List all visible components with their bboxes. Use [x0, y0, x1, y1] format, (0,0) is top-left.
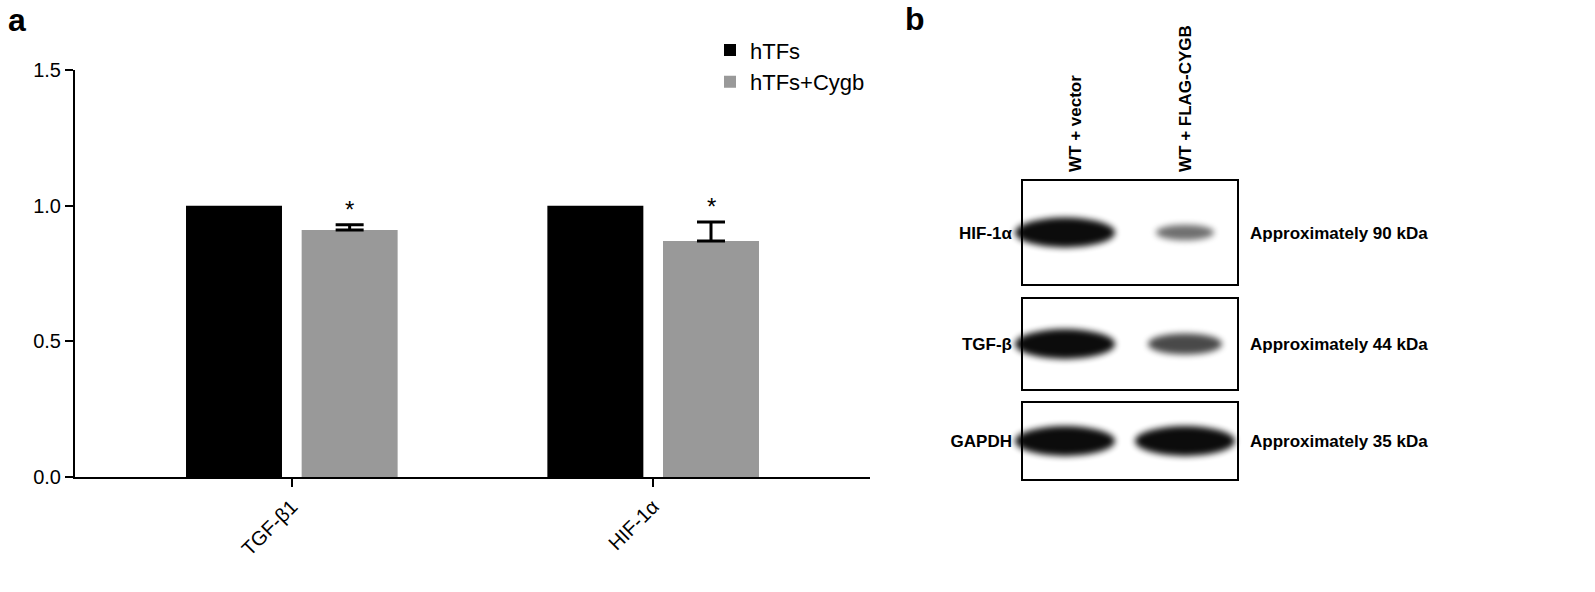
svg-text:0.0: 0.0	[33, 466, 61, 488]
svg-text:hTFs: hTFs	[750, 39, 800, 64]
svg-text:b: b	[905, 1, 925, 37]
html-text:a: a	[8, 2, 26, 38]
svg-text:Approximately 35 kDa: Approximately 35 kDa	[1250, 432, 1428, 451]
svg-text:WT + vector: WT + vector	[1066, 75, 1085, 172]
svg-text:TGF-β: TGF-β	[962, 335, 1012, 354]
svg-text:TGF-β1: TGF-β1	[237, 495, 302, 560]
svg-text:*: *	[345, 196, 354, 223]
svg-text:HIF-1α: HIF-1α	[959, 224, 1013, 243]
svg-text:1.0: 1.0	[33, 195, 61, 217]
svg-text:Approximately 44 kDa: Approximately 44 kDa	[1250, 335, 1428, 354]
svg-text:HIF-1α: HIF-1α	[604, 495, 663, 554]
svg-text:WT + FLAG-CYGB: WT + FLAG-CYGB	[1176, 25, 1195, 172]
svg-text:Approximately 90 kDa: Approximately 90 kDa	[1250, 224, 1428, 243]
svg-text:1.5: 1.5	[33, 59, 61, 81]
svg-text:0.5: 0.5	[33, 330, 61, 352]
svg-text:GAPDH: GAPDH	[951, 432, 1012, 451]
svg-text:*: *	[707, 193, 716, 220]
svg-text:hTFs+Cygb: hTFs+Cygb	[750, 70, 864, 95]
